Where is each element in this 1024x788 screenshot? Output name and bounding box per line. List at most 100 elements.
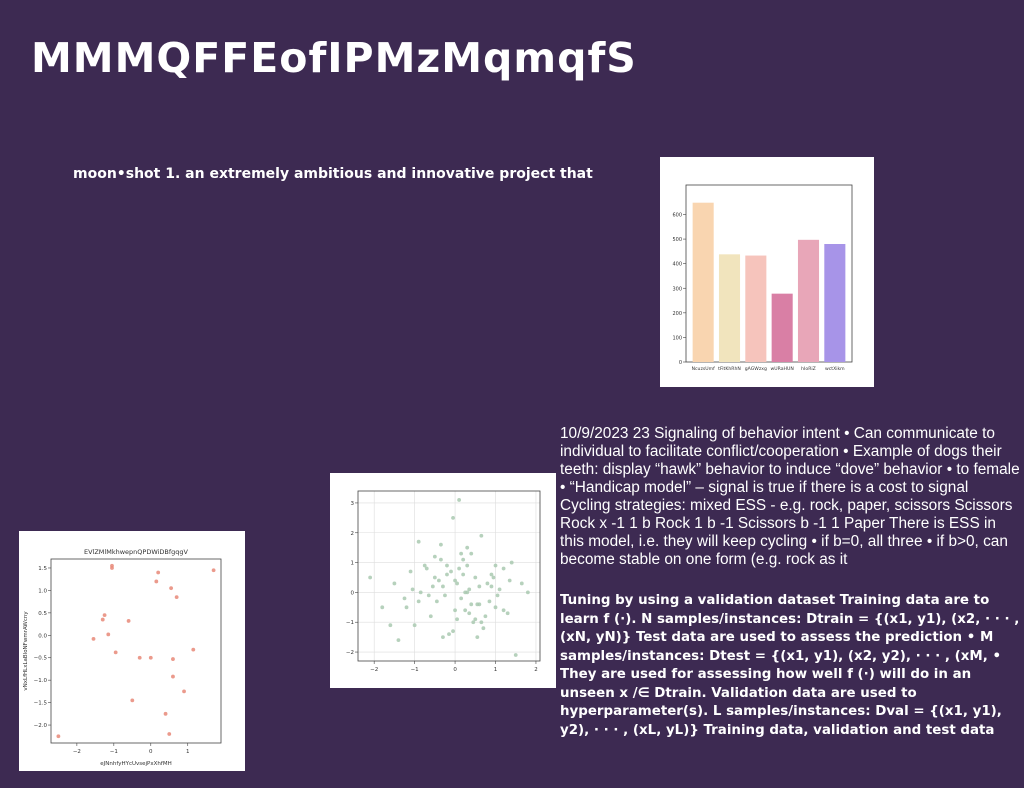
bar (718, 254, 741, 362)
data-point (447, 632, 451, 637)
data-point (465, 563, 470, 568)
x-tick-label: −2 (73, 749, 81, 755)
data-point (211, 568, 216, 573)
data-point (505, 611, 510, 616)
y-tick-label: 3 (351, 501, 355, 507)
data-point (449, 569, 453, 574)
y-tick-label: −1.0 (34, 678, 48, 684)
data-point (469, 602, 474, 607)
data-point (479, 533, 484, 538)
data-point (491, 575, 496, 580)
data-point (451, 515, 455, 520)
data-point (396, 638, 401, 643)
data-point (471, 620, 476, 625)
y-tick-label: 300 (672, 286, 682, 292)
bar (771, 293, 793, 362)
data-point (453, 608, 457, 613)
data-point (469, 551, 474, 556)
data-point (113, 650, 118, 655)
data-point (91, 636, 96, 641)
data-point (457, 566, 462, 571)
data-point (380, 605, 385, 610)
data-point (408, 569, 413, 574)
data-point (428, 614, 433, 619)
y-tick-label: 0.5 (38, 611, 47, 617)
data-point (459, 551, 464, 556)
scatter-chart-red-figure: −2 −1 0 1 −2.0 −1.5 −1.0 −0.5 0.0 0.5 1.0 1.5 EVlZMl… (19, 531, 245, 771)
y-tick-label: −2.0 (34, 723, 48, 729)
y-tick-label: 0.0 (38, 633, 47, 639)
data-point (441, 584, 445, 589)
data-point (106, 632, 111, 637)
data-point (422, 563, 427, 568)
x-tick-label: NcuzsUmf (692, 366, 716, 372)
data-point (416, 599, 421, 604)
data-point (402, 596, 407, 601)
data-point (441, 635, 445, 640)
body-text-block: 10/9/2023 23 Signaling of behavior inten… (560, 425, 1020, 568)
data-point (445, 572, 449, 577)
data-point (455, 581, 459, 586)
x-tick-label: −1 (110, 749, 118, 755)
scatter-chart-red: −2 −1 0 1 −2.0 −1.5 −1.0 −0.5 0.0 0.5 1.0 1.5 EVlZMl… (23, 548, 222, 767)
y-tick-label: 1 (351, 561, 355, 567)
data-point (459, 596, 464, 601)
x-tick-label: wURaHUN (771, 366, 794, 372)
x-tick-label: 0 (453, 667, 457, 673)
slide-title: MMMQFFEofIPMzMqmqfS (31, 34, 637, 82)
data-point (477, 584, 482, 589)
data-point (148, 655, 153, 660)
scatter-chart-green: −2 −1 0 1 2 −2 −1 0 1 2 3 (346, 490, 541, 673)
bold-text-block: Tuning by using a validation dataset Tra… (560, 593, 1020, 738)
data-point (154, 579, 159, 584)
slide-subtitle: moon•shot 1. an extremely ambitious and … (73, 166, 593, 182)
data-point (481, 626, 486, 631)
data-point (126, 619, 131, 623)
data-point (110, 566, 114, 570)
data-point (467, 587, 472, 592)
data-point (463, 608, 468, 613)
x-tick-label: gAGWzxg (745, 366, 767, 372)
bar-chart-figure: 0 100 200 300 400 500 600 NcuzsUmf tFitKhRhN gAGW… (660, 157, 874, 387)
data-point (445, 563, 449, 568)
data-point (519, 581, 524, 586)
data-point (410, 587, 415, 592)
data-point (461, 572, 466, 577)
y-tick-label: −1.5 (34, 701, 48, 707)
data-point (475, 635, 480, 640)
x-tick-label: tFitKhRhN (718, 366, 741, 372)
data-point (483, 614, 488, 619)
data-point (489, 572, 494, 577)
data-point (461, 557, 466, 562)
y-tick-label: 0 (351, 590, 355, 596)
data-point (418, 590, 423, 595)
data-point (171, 657, 175, 661)
x-tick-label: 2 (534, 667, 538, 673)
y-tick-label: 500 (672, 237, 682, 243)
data-point (513, 653, 518, 657)
data-point (426, 593, 431, 598)
y-tick-label: −2 (346, 650, 354, 656)
data-point (388, 623, 393, 628)
y-tick-label: 1.5 (38, 566, 47, 572)
y-tick-label: 400 (672, 262, 682, 268)
x-tick-label: −2 (370, 667, 378, 673)
data-point (102, 613, 107, 617)
chart-title: EVlZMlMkhwepnQPDWiDBfgqgV (84, 548, 189, 556)
data-point (56, 734, 61, 739)
data-point (368, 575, 373, 580)
data-point (453, 578, 457, 583)
data-point (495, 593, 500, 598)
data-point (412, 623, 417, 628)
data-point (156, 570, 161, 575)
data-point (507, 578, 512, 583)
y-tick-label: 1.0 (38, 588, 47, 594)
y-tick-label: 0 (679, 360, 682, 366)
data-point (525, 590, 530, 595)
data-point (137, 655, 142, 660)
data-point (430, 584, 435, 589)
data-point (174, 595, 179, 600)
data-point (497, 587, 502, 592)
data-point (501, 608, 506, 613)
y-tick-label: 200 (672, 311, 682, 317)
